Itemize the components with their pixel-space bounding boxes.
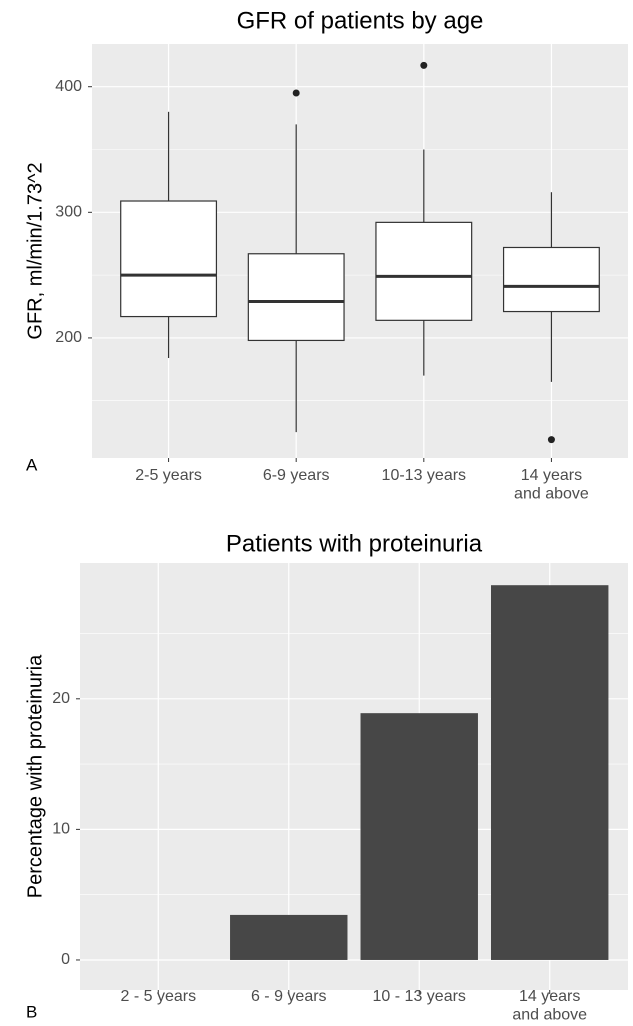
x-tick-label: 2 - 5 years [120,988,196,1005]
outlier [420,61,428,69]
outlier [292,89,300,97]
panel-label: B [26,1002,37,1021]
y-tick-label: 10 [52,821,70,838]
outlier [547,436,555,444]
box [247,253,345,342]
box [502,246,600,313]
x-tick-label: 14 years and above [514,467,589,502]
x-tick-label: 10-13 years [382,467,467,484]
y-tick-label: 400 [55,78,82,95]
box [120,200,218,318]
bar [360,713,478,960]
y-tick-label: 200 [55,329,82,346]
chart-title: Patients with proteinuria [226,530,483,557]
y-tick-label: 300 [55,204,82,221]
chart-title: GFR of patients by age [237,7,484,34]
x-tick-label: 6-9 years [263,467,330,484]
y-axis-title: GFR, ml/min/1.73^2 [24,162,46,339]
panel-label: A [26,455,38,474]
bar [491,585,609,960]
x-tick-label: 6 - 9 years [251,988,327,1005]
y-axis-title: Percentage with proteinuria [24,654,46,898]
x-tick-label: 14 years and above [512,988,587,1023]
box [375,221,473,321]
bar [230,914,348,960]
y-tick-label: 20 [52,690,70,707]
x-tick-label: 2-5 years [135,467,202,484]
y-tick-label: 0 [61,951,70,968]
x-tick-label: 10 - 13 years [373,988,466,1005]
